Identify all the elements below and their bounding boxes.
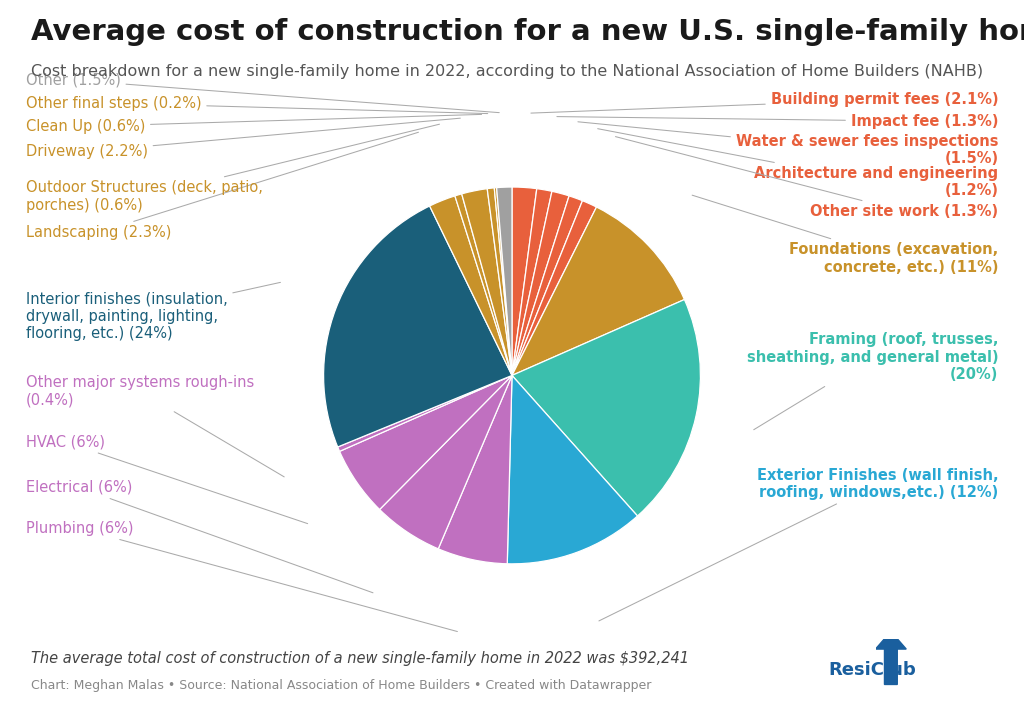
Text: Building permit fees (2.1%): Building permit fees (2.1%) <box>530 92 998 113</box>
Text: Other (1.5%): Other (1.5%) <box>26 73 500 113</box>
Text: Chart: Meghan Malas • Source: National Association of Home Builders • Created wi: Chart: Meghan Malas • Source: National A… <box>31 679 651 692</box>
Wedge shape <box>512 300 700 516</box>
Text: Average cost of construction for a new U.S. single-family home: Average cost of construction for a new U… <box>31 18 1024 46</box>
Text: Landscaping (2.3%): Landscaping (2.3%) <box>26 132 419 240</box>
Wedge shape <box>497 187 512 375</box>
Text: Plumbing (6%): Plumbing (6%) <box>26 521 458 632</box>
Wedge shape <box>487 188 512 375</box>
Text: Driveway (2.2%): Driveway (2.2%) <box>26 118 461 159</box>
Wedge shape <box>324 206 512 447</box>
Text: Impact fee (1.3%): Impact fee (1.3%) <box>557 114 998 129</box>
Wedge shape <box>340 375 512 510</box>
Wedge shape <box>430 196 512 375</box>
Wedge shape <box>512 187 537 375</box>
Text: Other major systems rough-ins
(0.4%): Other major systems rough-ins (0.4%) <box>26 375 285 477</box>
FancyArrow shape <box>876 631 906 684</box>
Text: Framing (roof, trusses,
sheathing, and general metal)
(20%): Framing (roof, trusses, sheathing, and g… <box>746 333 998 430</box>
Text: Exterior Finishes (wall finish,
roofing, windows,etc.) (12%): Exterior Finishes (wall finish, roofing,… <box>599 468 998 621</box>
Wedge shape <box>380 375 512 549</box>
Wedge shape <box>512 188 552 375</box>
Wedge shape <box>455 194 512 375</box>
Wedge shape <box>512 196 583 375</box>
Wedge shape <box>462 188 512 375</box>
Wedge shape <box>338 375 512 451</box>
Text: Interior finishes (insulation,
drywall, painting, lighting,
flooring, etc.) (24%: Interior finishes (insulation, drywall, … <box>26 282 281 341</box>
Wedge shape <box>507 375 638 564</box>
Text: Electrical (6%): Electrical (6%) <box>26 480 373 593</box>
Text: Foundations (excavation,
concrete, etc.) (11%): Foundations (excavation, concrete, etc.)… <box>692 195 998 274</box>
Wedge shape <box>512 201 597 375</box>
Text: Water & sewer fees inspections
(1.5%): Water & sewer fees inspections (1.5%) <box>578 122 998 166</box>
Wedge shape <box>438 375 512 564</box>
Text: Other final steps (0.2%): Other final steps (0.2%) <box>26 96 487 113</box>
Text: ResiClub: ResiClub <box>828 661 916 679</box>
Text: Outdoor Structures (deck, patio,
porches) (0.6%): Outdoor Structures (deck, patio, porches… <box>26 124 439 212</box>
Text: HVAC (6%): HVAC (6%) <box>26 435 307 523</box>
Text: Clean Up (0.6%): Clean Up (0.6%) <box>26 114 481 134</box>
Text: Other site work (1.3%): Other site work (1.3%) <box>615 136 998 219</box>
Text: Architecture and engineering
(1.2%): Architecture and engineering (1.2%) <box>598 129 998 198</box>
Text: The average total cost of construction of a new single-family home in 2022 was $: The average total cost of construction o… <box>31 651 689 666</box>
Text: Cost breakdown for a new single-family home in 2022, according to the National A: Cost breakdown for a new single-family h… <box>31 64 983 79</box>
Wedge shape <box>512 207 684 375</box>
Wedge shape <box>495 188 512 375</box>
Wedge shape <box>512 191 569 375</box>
